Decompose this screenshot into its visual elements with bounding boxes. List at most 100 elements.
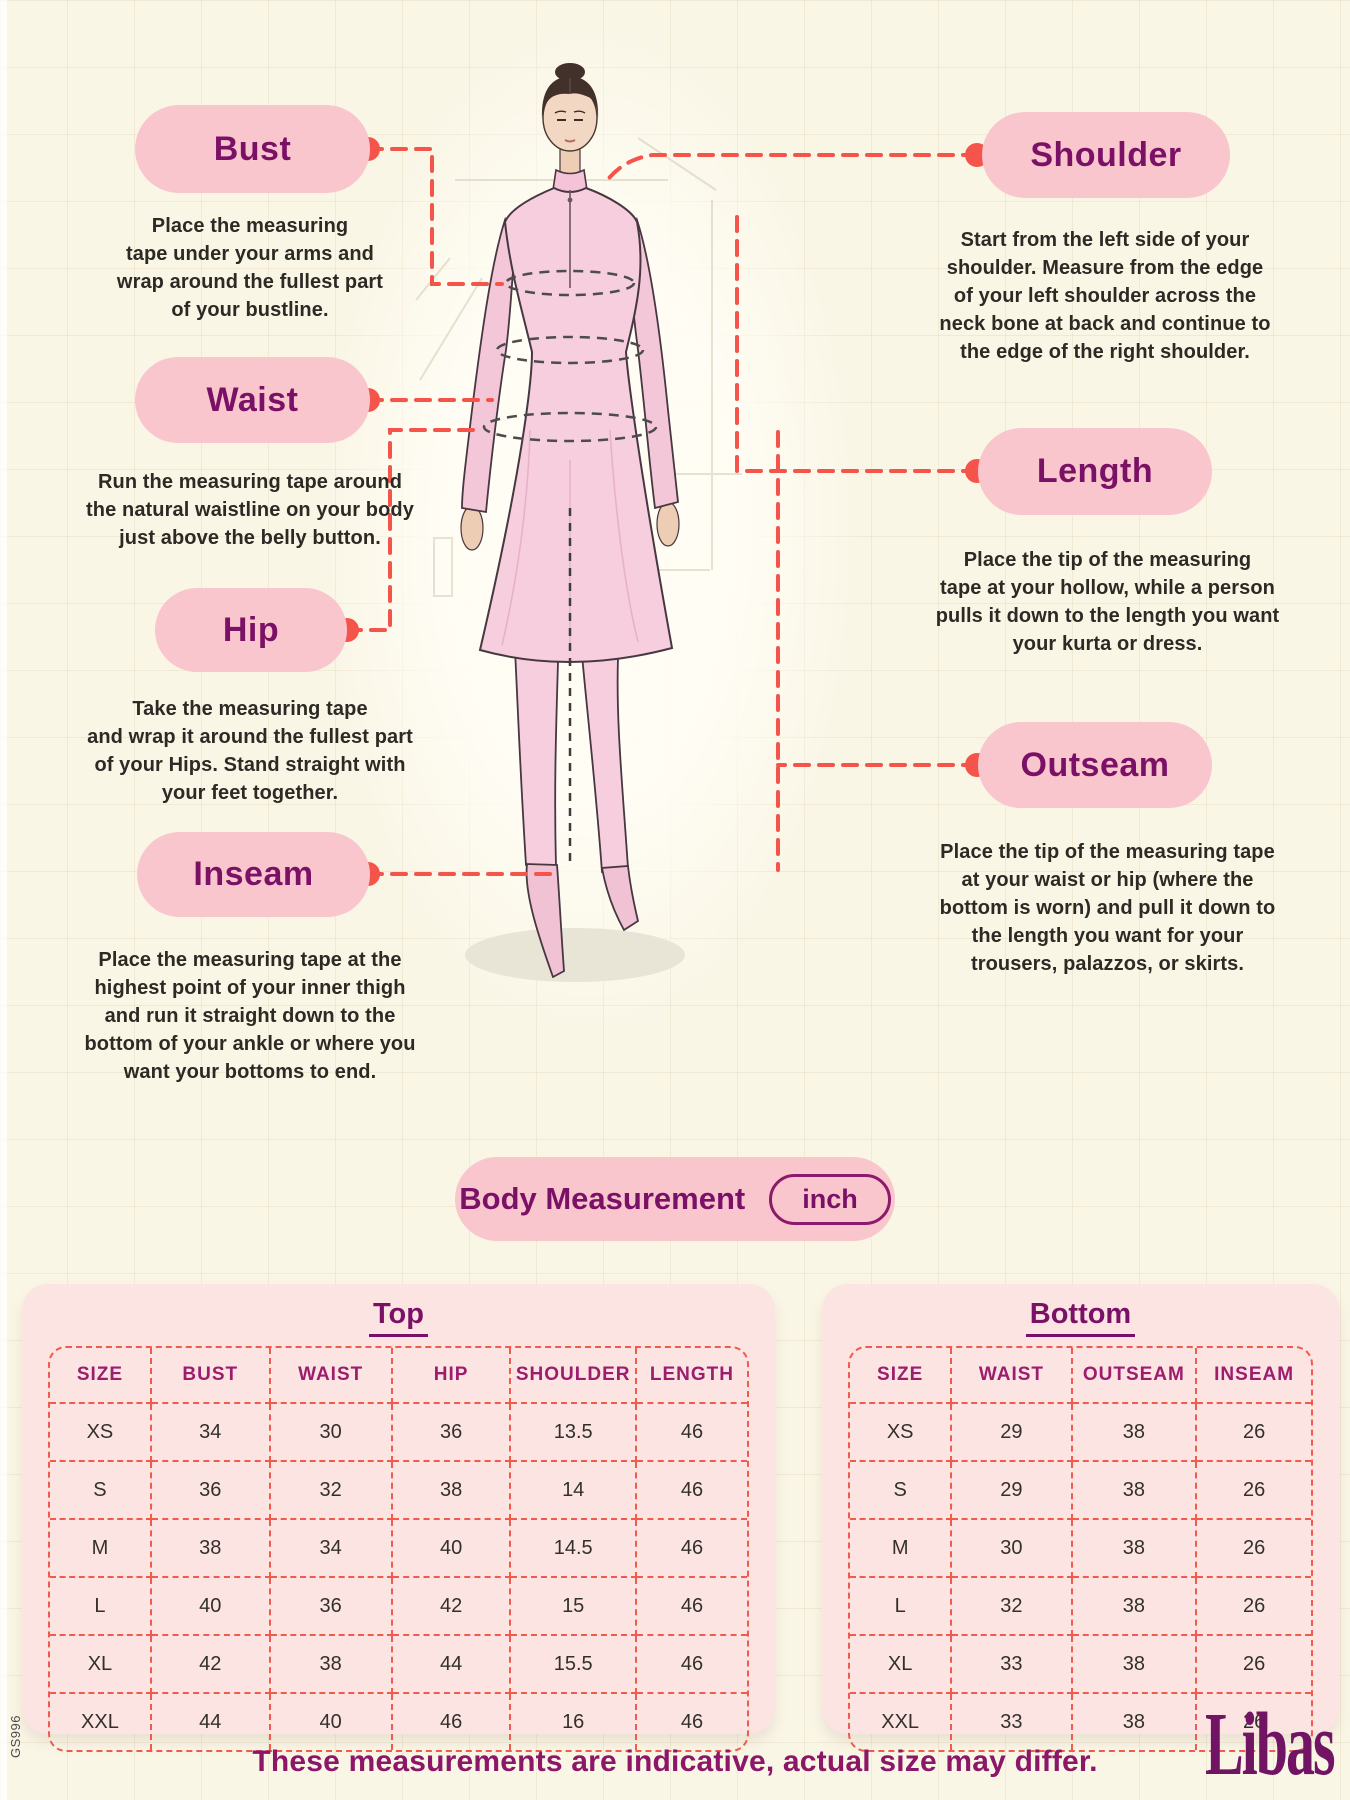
top-size-table: SIZE BUST WAIST HIP SHOULDER LENGTH XS 34 30 36 1… [48, 1346, 749, 1752]
table-cell: S [50, 1461, 152, 1520]
inseam-description: Place the measuring tape at the highest … [84, 949, 416, 1083]
top-size-table-card: Top SIZE BUST WAIST HIP SHOULDER LENGTH XS 34 3… [22, 1284, 775, 1752]
pants [514, 648, 629, 874]
table-cell: 26 [1196, 1519, 1311, 1578]
table-cell: 32 [269, 1461, 393, 1520]
column-header: OUTSEAM [1071, 1348, 1198, 1404]
table-cell: 38 [391, 1461, 512, 1520]
table-cell: 38 [1071, 1519, 1198, 1578]
measurement-ellipses [482, 269, 658, 443]
table-cell: 40 [391, 1519, 512, 1578]
outseam-label-pill: Outseam [978, 722, 1212, 808]
table-cell: 46 [635, 1461, 747, 1520]
body-measurement-label: Body Measurement [459, 1181, 746, 1216]
table-cell: 38 [1071, 1461, 1198, 1520]
table-cell: 26 [1196, 1635, 1311, 1694]
page-edge-strip [0, 0, 7, 1800]
table-cell: XXL [50, 1693, 152, 1750]
table-cell: 26 [1242, 1710, 1266, 1733]
head [541, 63, 599, 175]
hip-label: Hip [222, 610, 280, 649]
column-header: SIZE [50, 1348, 152, 1404]
table-cell: 46 [680, 1710, 704, 1733]
body-measurement-bar: Body Measurement inch [455, 1157, 895, 1241]
table-cell: 44 [150, 1693, 271, 1750]
table-cell: 38 [1071, 1577, 1198, 1636]
table-cell: 30 [951, 1519, 1073, 1578]
table-cell: 15.5 [510, 1635, 637, 1694]
table-row: L 40 36 42 15 46 [50, 1577, 747, 1636]
table-row: S 36 32 38 14 46 [50, 1461, 747, 1520]
table-row: XS 34 30 36 13.5 46 [50, 1403, 747, 1462]
table-cell: L [850, 1577, 953, 1636]
outseam-label: Outseam [1020, 745, 1170, 784]
table-row: XXL 33 38 26 [850, 1693, 1311, 1750]
table-cell: XXL [850, 1693, 953, 1750]
outseam-description: Place the tip of the measuring tape at y… [939, 841, 1276, 975]
table-row: M 38 34 40 14.5 46 [50, 1519, 747, 1578]
table-cell: 29 [951, 1403, 1073, 1462]
shoulder-label: Shoulder [1030, 135, 1182, 174]
table-cell: 42 [150, 1635, 271, 1694]
column-header: SIZE [850, 1348, 953, 1404]
hip-label-pill: Hip [155, 588, 347, 672]
table-cell: 36 [391, 1403, 512, 1462]
table-cell: 33 [951, 1693, 1073, 1750]
column-header: LENGTH [635, 1348, 747, 1404]
hip-description: Take the measuring tape and wrap it arou… [87, 698, 413, 804]
table-cell: 42 [391, 1577, 512, 1636]
table-row: XL 42 38 44 15.5 46 [50, 1635, 747, 1694]
table-cell: 40 [150, 1577, 271, 1636]
column-header: HIP [391, 1348, 512, 1404]
shoulder-description: Start from the left side of your shoulde… [939, 229, 1271, 363]
top-table-title: Top [369, 1298, 428, 1337]
table-cell: S [850, 1461, 953, 1520]
table-cell: 38 [1071, 1635, 1198, 1694]
table-cell: 14.5 [510, 1519, 637, 1578]
table-cell: 15 [510, 1577, 637, 1636]
side-code: GS996 [8, 1715, 23, 1758]
table-cell: 38 [1071, 1693, 1198, 1750]
inseam-label-pill: Inseam [137, 832, 370, 917]
brand-logo: Libas [1205, 1693, 1336, 1795]
table-cell: 13.5 [510, 1403, 637, 1462]
heels [525, 863, 640, 979]
table-cell: M [50, 1519, 152, 1578]
header-row: SIZE BUST WAIST HIP SHOULDER LENGTH [50, 1348, 747, 1404]
table-cell: 38 [269, 1635, 393, 1694]
table-cell: 46 [635, 1635, 747, 1694]
unit-inch-button[interactable]: inch [769, 1173, 891, 1225]
table-cell: XL [50, 1635, 152, 1694]
column-header: SHOULDER [510, 1348, 637, 1404]
waist-label: Waist [206, 380, 299, 419]
table-cell: 30 [269, 1403, 393, 1462]
table-cell: 40 [269, 1693, 393, 1750]
table-cell: M [850, 1519, 953, 1578]
column-header: INSEAM [1196, 1348, 1311, 1404]
waist-label-pill: Waist [135, 357, 370, 443]
bust-label: Bust [213, 129, 292, 168]
table-cell: 26 [1196, 1403, 1311, 1462]
table-cell: L [50, 1577, 152, 1636]
table-row: XS 29 38 26 [850, 1403, 1311, 1462]
table-row: M 30 38 26 [850, 1519, 1311, 1578]
table-cell: 32 [951, 1577, 1073, 1636]
length-label: Length [1036, 452, 1154, 490]
table-cell: 16 [510, 1693, 637, 1750]
column-header: WAIST [269, 1348, 393, 1404]
waist-description: Run the measuring tape around the natura… [86, 471, 414, 549]
column-header: WAIST [951, 1348, 1073, 1404]
table-cell: 34 [150, 1403, 271, 1462]
table-cell: 46 [635, 1403, 747, 1462]
table-cell: 46 [635, 1519, 747, 1578]
table-cell: 29 [951, 1461, 1073, 1520]
table-cell: 34 [269, 1519, 393, 1578]
table-row: L 32 38 26 [850, 1577, 1311, 1636]
column-header: BUST [150, 1348, 271, 1404]
table-cell: 38 [1071, 1403, 1198, 1462]
table-cell: XS [50, 1403, 152, 1462]
bottom-size-table: SIZE WAIST OUTSEAM INSEAM XS 29 38 26 S 29 38 26 M 3… [848, 1346, 1313, 1752]
table-cell: 46 [391, 1693, 512, 1750]
inseam-label: Inseam [193, 855, 314, 893]
